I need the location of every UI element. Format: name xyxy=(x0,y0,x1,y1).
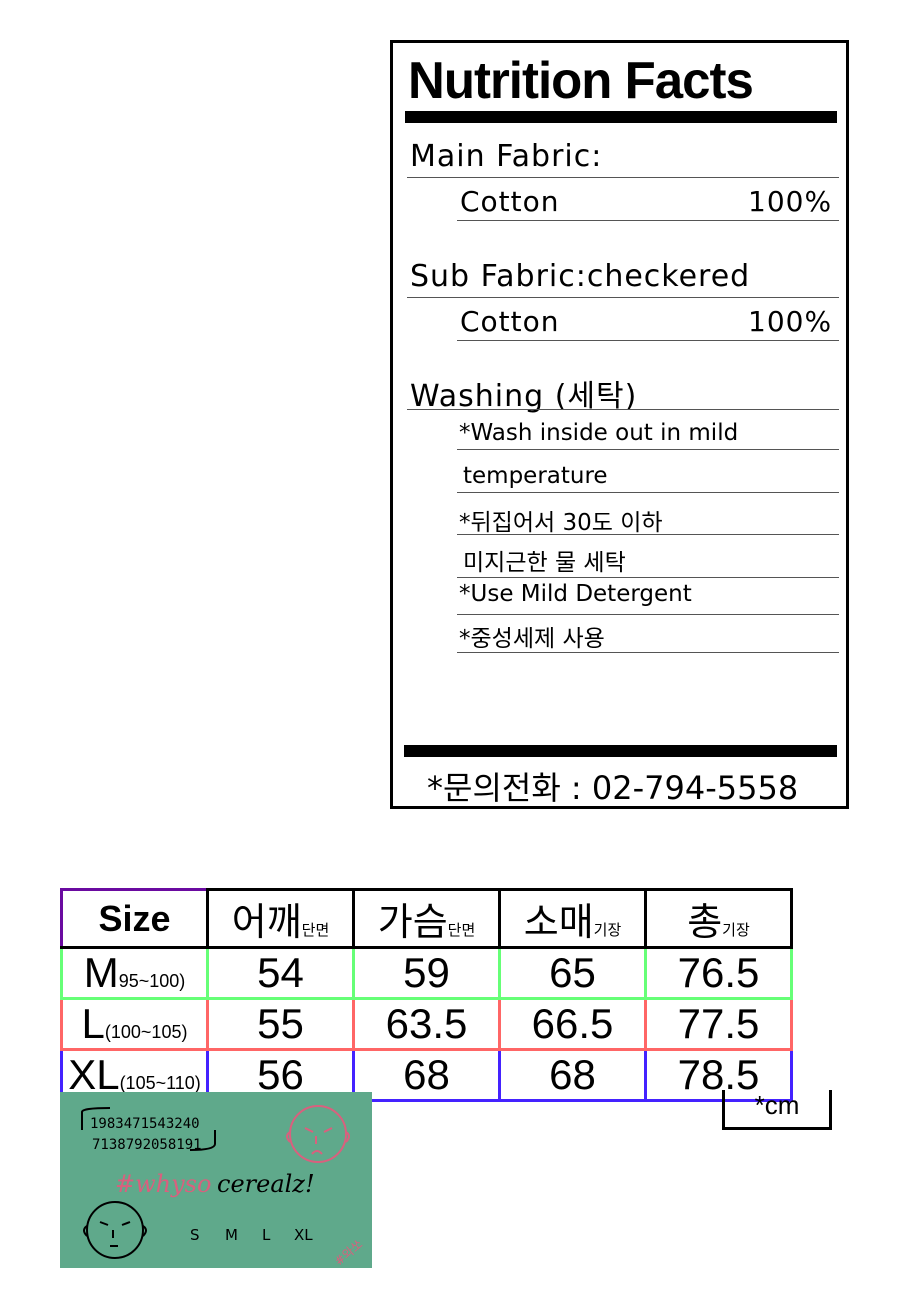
divider xyxy=(457,534,839,535)
sub-fabric-name: Cotton xyxy=(460,305,560,338)
size-option: S xyxy=(190,1226,200,1244)
value-cell: 54 xyxy=(206,946,355,1000)
divider xyxy=(457,340,839,341)
size-option: M xyxy=(225,1226,238,1244)
header-label: 어깨 xyxy=(231,902,302,944)
value-cell: 63.5 xyxy=(352,997,501,1051)
bracket-icon xyxy=(81,1107,111,1130)
main-fabric-label: Main Fabric: xyxy=(410,139,603,174)
washing-line: 미지근한 물 세탁 xyxy=(463,550,626,576)
size-cell: M95~100) xyxy=(60,946,209,1000)
hashtag-black: cerealz! xyxy=(217,1170,315,1198)
nutrition-title: Nutrition Facts xyxy=(408,52,754,110)
size-cell: L(100~105) xyxy=(60,997,209,1051)
header-label: 총 xyxy=(687,902,723,944)
main-fabric-name: Cotton xyxy=(460,185,560,218)
divider xyxy=(457,220,839,221)
face-icon xyxy=(83,1201,147,1259)
header-label: Size xyxy=(98,897,171,939)
hashtag-pink: #whyso xyxy=(115,1170,211,1198)
divider xyxy=(407,297,839,298)
divider xyxy=(407,409,839,410)
washing-label: Washing (세탁) xyxy=(410,379,638,414)
header-shoulder: 어깨단면 xyxy=(206,888,355,949)
header-sub: 기장 xyxy=(593,922,622,939)
value-cell: 55 xyxy=(206,997,355,1051)
table-row: M95~100) 54 59 65 76.5 xyxy=(60,946,793,1000)
value-cell: 78.5 xyxy=(644,1048,793,1102)
header-size: Size xyxy=(60,888,209,949)
divider xyxy=(457,577,839,578)
header-sleeve: 소매기장 xyxy=(498,888,647,949)
main-fabric-percent: 100% xyxy=(748,185,833,218)
sub-fabric-percent: 100% xyxy=(748,305,833,338)
header-label: 소매 xyxy=(523,902,594,944)
stamp-text: #와쏘 xyxy=(332,1237,366,1268)
size-range: (100~105) xyxy=(104,1022,188,1042)
divider xyxy=(457,492,839,493)
size-label: XL xyxy=(68,1051,120,1098)
brand-label-image: 1983471543240 7138792058191 #whyso cerea… xyxy=(60,1092,372,1268)
washing-line: *Wash inside out in mild xyxy=(459,420,739,446)
size-table: Size 어깨단면 가슴단면 소매기장 총기장 M95~100) 54 59 6… xyxy=(60,888,793,1102)
table-row: L(100~105) 55 63.5 66.5 77.5 xyxy=(60,997,793,1051)
header-length: 총기장 xyxy=(644,888,793,949)
value-cell: 76.5 xyxy=(644,946,793,1000)
size-label: L xyxy=(81,1000,105,1047)
size-label: M xyxy=(83,949,119,996)
washing-line: *중성세제 사용 xyxy=(459,626,605,652)
value-cell: 77.5 xyxy=(644,997,793,1051)
divider xyxy=(457,614,839,615)
label-illustration: 1983471543240 7138792058191 #whyso cerea… xyxy=(81,1105,366,1268)
header-sub: 단면 xyxy=(447,922,476,939)
unit-label: *cm xyxy=(722,1090,832,1130)
barcode-numbers: 7138792058191 xyxy=(92,1137,202,1153)
title-bar xyxy=(405,111,837,123)
phone-number: *문의전화 : 02-794-5558 xyxy=(427,769,799,807)
divider xyxy=(457,449,839,450)
size-range: 95~100) xyxy=(118,971,186,991)
nutrition-facts-label: Nutrition Facts Main Fabric: Cotton 100%… xyxy=(390,40,849,809)
divider xyxy=(407,177,839,178)
table-header-row: Size 어깨단면 가슴단면 소매기장 총기장 xyxy=(60,888,793,949)
washing-line: *뒤집어서 30도 이하 xyxy=(459,510,663,536)
washing-line: temperature xyxy=(463,463,608,489)
value-cell: 66.5 xyxy=(498,997,647,1051)
divider xyxy=(457,652,839,653)
value-cell: 68 xyxy=(352,1048,501,1102)
value-cell: 59 xyxy=(352,946,501,1000)
bracket-icon xyxy=(189,1130,216,1151)
bottom-bar xyxy=(404,745,837,757)
header-label: 가슴 xyxy=(377,902,448,944)
washing-line: *Use Mild Detergent xyxy=(459,581,692,607)
sub-fabric-label: Sub Fabric:checkered xyxy=(410,259,751,294)
header-sub: 단면 xyxy=(301,922,330,939)
size-option: L xyxy=(262,1226,271,1244)
value-cell: 68 xyxy=(498,1048,647,1102)
header-chest: 가슴단면 xyxy=(352,888,501,949)
header-sub: 기장 xyxy=(722,922,750,939)
value-cell: 65 xyxy=(498,946,647,1000)
size-option: XL xyxy=(294,1226,313,1244)
size-range: (105~110) xyxy=(119,1073,201,1093)
barcode-numbers: 1983471543240 xyxy=(90,1116,200,1132)
angry-face-icon xyxy=(286,1105,350,1163)
